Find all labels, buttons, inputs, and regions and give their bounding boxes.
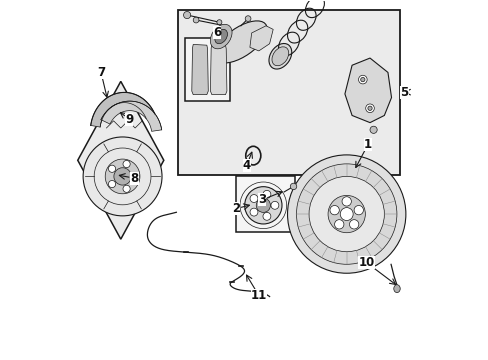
- Polygon shape: [249, 26, 273, 51]
- Circle shape: [183, 12, 190, 19]
- Circle shape: [83, 137, 162, 216]
- Text: 11: 11: [250, 289, 266, 302]
- Bar: [235, 176, 294, 232]
- Text: 4: 4: [242, 159, 250, 172]
- Polygon shape: [214, 21, 266, 63]
- Circle shape: [340, 208, 352, 221]
- Circle shape: [290, 183, 296, 190]
- Ellipse shape: [271, 47, 288, 66]
- Bar: [178, 10, 400, 175]
- Circle shape: [334, 220, 343, 229]
- Text: 8: 8: [130, 172, 138, 185]
- Circle shape: [358, 75, 366, 84]
- Circle shape: [353, 206, 363, 215]
- Circle shape: [249, 208, 257, 216]
- Circle shape: [105, 159, 140, 194]
- Circle shape: [270, 201, 278, 209]
- Circle shape: [123, 185, 130, 192]
- Circle shape: [256, 198, 270, 212]
- Circle shape: [114, 168, 131, 185]
- Polygon shape: [191, 44, 208, 95]
- Text: 5: 5: [400, 86, 408, 99]
- Circle shape: [327, 195, 365, 233]
- Text: 1: 1: [364, 138, 371, 150]
- Polygon shape: [78, 81, 163, 239]
- Circle shape: [287, 155, 405, 273]
- Circle shape: [244, 16, 250, 22]
- Circle shape: [244, 187, 282, 224]
- Circle shape: [123, 161, 130, 168]
- Circle shape: [329, 206, 339, 215]
- Circle shape: [369, 126, 376, 134]
- Circle shape: [349, 220, 358, 229]
- Text: 6: 6: [212, 27, 221, 40]
- Circle shape: [249, 194, 257, 202]
- Circle shape: [296, 164, 396, 264]
- Text: 2: 2: [231, 202, 240, 215]
- Circle shape: [365, 104, 373, 113]
- Ellipse shape: [210, 24, 232, 49]
- Text: 3: 3: [258, 193, 266, 206]
- Circle shape: [108, 165, 115, 172]
- Circle shape: [108, 180, 115, 188]
- Polygon shape: [344, 58, 391, 123]
- Circle shape: [132, 173, 139, 180]
- Ellipse shape: [393, 285, 399, 293]
- Circle shape: [308, 176, 384, 252]
- Ellipse shape: [214, 30, 227, 44]
- Circle shape: [217, 20, 222, 25]
- Circle shape: [367, 106, 371, 111]
- Polygon shape: [91, 93, 154, 127]
- Circle shape: [263, 212, 270, 220]
- Ellipse shape: [268, 44, 291, 69]
- Polygon shape: [210, 44, 226, 95]
- Text: 10: 10: [358, 256, 374, 269]
- Circle shape: [341, 197, 351, 206]
- Bar: [185, 39, 230, 101]
- Text: 7: 7: [97, 66, 105, 79]
- Circle shape: [360, 77, 364, 82]
- Text: 9: 9: [124, 113, 133, 126]
- Circle shape: [193, 17, 199, 23]
- Circle shape: [263, 190, 270, 198]
- Polygon shape: [101, 101, 162, 131]
